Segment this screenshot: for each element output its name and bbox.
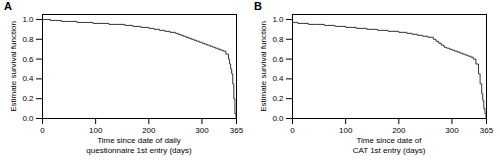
svg-text:300: 300	[445, 126, 459, 135]
svg-text:0.2: 0.2	[272, 94, 284, 103]
svg-text:Estimate survival function: Estimate survival function	[259, 21, 268, 112]
svg-text:365: 365	[230, 126, 244, 135]
html-text:B: B	[254, 0, 262, 12]
svg-text:0.2: 0.2	[22, 94, 34, 103]
svg-text:0.8: 0.8	[272, 35, 284, 44]
svg-text:0.0: 0.0	[22, 114, 34, 123]
svg-text:200: 200	[392, 126, 406, 135]
html-text:A: A	[4, 0, 12, 12]
svg-text:365: 365	[480, 126, 494, 135]
svg-text:0: 0	[40, 126, 45, 135]
svg-text:0: 0	[290, 126, 295, 135]
svg-text:200: 200	[142, 126, 156, 135]
svg-text:300: 300	[195, 126, 209, 135]
svg-text:0.6: 0.6	[272, 55, 284, 64]
svg-text:0.6: 0.6	[22, 55, 34, 64]
svg-text:0.0: 0.0	[272, 114, 284, 123]
svg-text:0.4: 0.4	[22, 74, 34, 83]
svg-text:Estimate survival function: Estimate survival function	[9, 21, 18, 112]
svg-text:0.8: 0.8	[22, 35, 34, 44]
html-text:Time since date of CAT 1st ent: Time since date of CAT 1st entry (days)	[352, 136, 426, 155]
svg-text:100: 100	[89, 126, 103, 135]
svg-text:1.0: 1.0	[272, 15, 284, 24]
svg-text:1.0: 1.0	[22, 15, 34, 24]
html-text:Time since date of daily quest: Time since date of daily questionnaire 1…	[86, 136, 192, 155]
svg-text:0.4: 0.4	[272, 74, 284, 83]
svg-text:100: 100	[339, 126, 353, 135]
